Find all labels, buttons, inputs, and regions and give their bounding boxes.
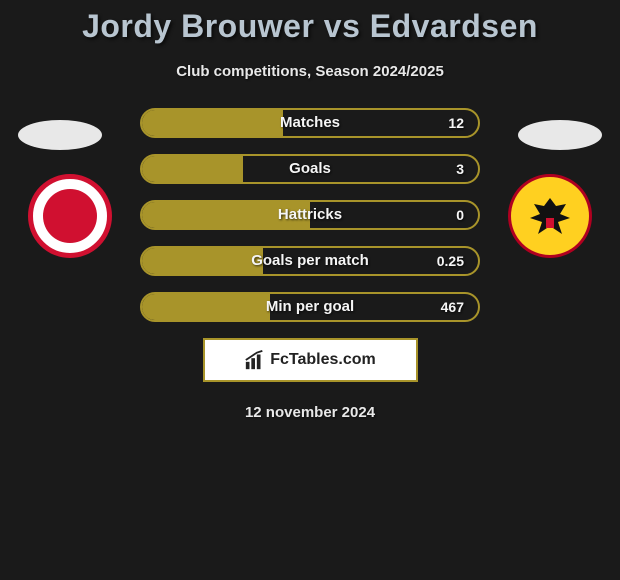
eagle-icon [526,192,574,240]
player-left-photo [18,120,102,150]
stats-list: Matches12 Goals3 Hattricks0 Goals per match… [140,108,480,322]
stat-row: Hattricks0 [140,200,480,230]
stat-label: Goals per match [142,248,478,274]
stat-row: Matches12 [140,108,480,138]
stat-value: 0 [456,202,464,228]
chart-icon [244,349,266,371]
stat-value: 0.25 [437,248,464,274]
stat-row: Min per goal467 [140,292,480,322]
player-right-photo [518,120,602,150]
subtitle: Club competitions, Season 2024/2025 [0,63,620,80]
stat-label: Matches [142,110,478,136]
stat-label: Min per goal [142,294,478,320]
club-left-badge [28,174,112,258]
comparison-panel: Matches12 Goals3 Hattricks0 Goals per match… [0,108,620,421]
stat-value: 3 [456,156,464,182]
stat-value: 467 [441,294,464,320]
page-title: Jordy Brouwer vs Edvardsen [0,0,620,45]
stat-label: Hattricks [142,202,478,228]
club-right-badge [508,174,592,258]
brand-box[interactable]: FcTables.com [203,338,418,382]
stat-value: 12 [448,110,464,136]
stat-row: Goals3 [140,154,480,184]
date-label: 12 november 2024 [0,404,620,421]
stat-label: Goals [142,156,478,182]
brand-label: FcTables.com [270,351,376,369]
stat-row: Goals per match0.25 [140,246,480,276]
